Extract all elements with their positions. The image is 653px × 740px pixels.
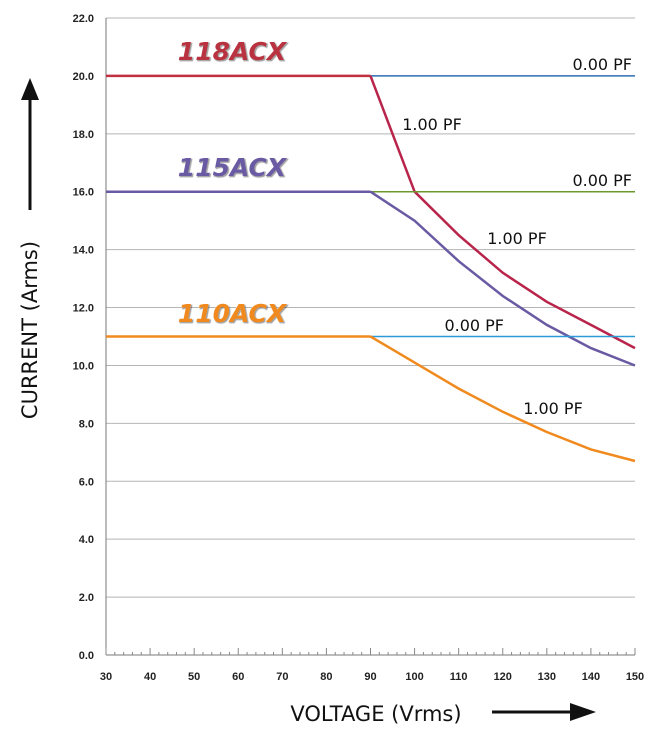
model-label-110acx: 110ACX bbox=[178, 299, 288, 328]
pf-label-115acx-1pf: 1.00 PF bbox=[487, 229, 547, 248]
y-tick-label: 22.0 bbox=[73, 13, 94, 25]
pf-label-110acx-0pf: 0.00 PF bbox=[444, 316, 504, 335]
y-tick-label: 0.0 bbox=[79, 650, 94, 662]
y-tick-label: 14.0 bbox=[73, 245, 94, 257]
series-line-110acx-1pf bbox=[369, 335, 636, 463]
y-tick-label: 16.0 bbox=[73, 187, 94, 199]
x-tick-label: 50 bbox=[188, 671, 200, 683]
x-tick-label: 30 bbox=[100, 671, 112, 683]
series-labels: 118ACX 0.00 PF 1.00 PF 115ACX 0.00 PF 1.00 PF… bbox=[178, 37, 632, 418]
y-tick-label: 8.0 bbox=[79, 418, 94, 430]
x-tick-label: 130 bbox=[538, 671, 556, 683]
y-axis-arrow bbox=[21, 78, 39, 210]
series-line-115acx-1pf bbox=[369, 190, 636, 367]
series-line-118acx-1pf bbox=[369, 75, 636, 350]
x-tick-label: 140 bbox=[582, 671, 600, 683]
x-tick-label: 110 bbox=[450, 671, 468, 683]
series-lines bbox=[106, 74, 636, 463]
pf-label-118acx-0pf: 0.00 PF bbox=[572, 55, 632, 74]
y-axis-title: CURRENT (Arms) bbox=[18, 241, 42, 419]
x-axis-arrow bbox=[492, 703, 596, 721]
y-tick-label: 2.0 bbox=[79, 592, 94, 604]
y-tick-label: 10.0 bbox=[73, 360, 94, 372]
y-tick-label: 12.0 bbox=[73, 303, 94, 315]
x-tick-label: 60 bbox=[232, 671, 244, 683]
x-tick-label: 120 bbox=[494, 671, 512, 683]
model-label-118acx: 118ACX bbox=[178, 37, 288, 66]
x-axis-title: VOLTAGE (Vrms) bbox=[290, 702, 461, 726]
y-tick-label: 4.0 bbox=[79, 534, 94, 546]
x-tick-label: 70 bbox=[276, 671, 288, 683]
x-tick-label: 90 bbox=[364, 671, 376, 683]
y-tick-label: 6.0 bbox=[79, 476, 94, 488]
axes: 0.0 2.0 4.0 6.0 8.0 10.0 12.0 14.0 16.0 18.0 20.0 2… bbox=[73, 13, 645, 683]
pf-label-115acx-0pf: 0.00 PF bbox=[572, 171, 632, 190]
model-label-115acx: 115ACX bbox=[178, 153, 288, 182]
y-tick-label: 18.0 bbox=[73, 129, 94, 141]
x-tick-label: 100 bbox=[405, 671, 423, 683]
x-tick-label: 80 bbox=[320, 671, 332, 683]
x-tick-label: 150 bbox=[626, 671, 644, 683]
pf-label-118acx-1pf: 1.00 PF bbox=[402, 115, 462, 134]
y-tick-label: 20.0 bbox=[73, 71, 94, 83]
x-tick-label: 40 bbox=[144, 671, 156, 683]
pf-label-110acx-1pf: 1.00 PF bbox=[523, 399, 583, 418]
